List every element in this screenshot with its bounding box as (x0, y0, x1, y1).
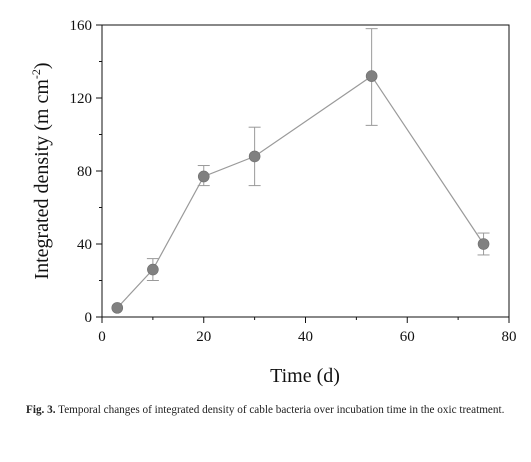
caption-text: Temporal changes of integrated density o… (58, 404, 505, 416)
data-point (248, 150, 261, 163)
x-tick-label: 80 (502, 329, 517, 345)
series-line (116, 75, 485, 309)
x-tick-label: 20 (196, 329, 211, 345)
plot-frame (101, 24, 510, 318)
data-point (147, 263, 159, 276)
chart: 0 20 40 60 80 0 40 80 120 160 Time (d) Integrated… (29, 18, 517, 387)
data-point (111, 302, 124, 314)
y-tick-label: 120 (70, 91, 93, 107)
y-tick-label: 0 (85, 310, 93, 326)
y-tick-label: 40 (77, 237, 92, 253)
data-point (477, 238, 490, 250)
caption-label: Fig. 3. (26, 404, 56, 416)
data-point (197, 170, 210, 183)
x-axis-title: Time (d) (270, 365, 340, 387)
x-tick-label: 40 (298, 329, 313, 345)
plot-area: 0 20 40 60 80 0 40 80 120 160 (70, 18, 517, 345)
figure-caption: Fig. 3. Temporal changes of integrated d… (26, 402, 506, 418)
y-axis-title: Integrated density (m cm-2) (29, 62, 53, 279)
x-tick-label: 60 (400, 329, 415, 345)
y-tick-label: 80 (77, 164, 92, 180)
y-axis-title-superscript: -2 (29, 69, 43, 79)
x-tick-label: 0 (98, 329, 106, 345)
y-axis-title-main: Integrated density (m cm (31, 79, 53, 280)
y-axis-title-end: ) (31, 62, 53, 69)
data-point (365, 70, 378, 82)
y-tick-label: 160 (70, 18, 93, 34)
